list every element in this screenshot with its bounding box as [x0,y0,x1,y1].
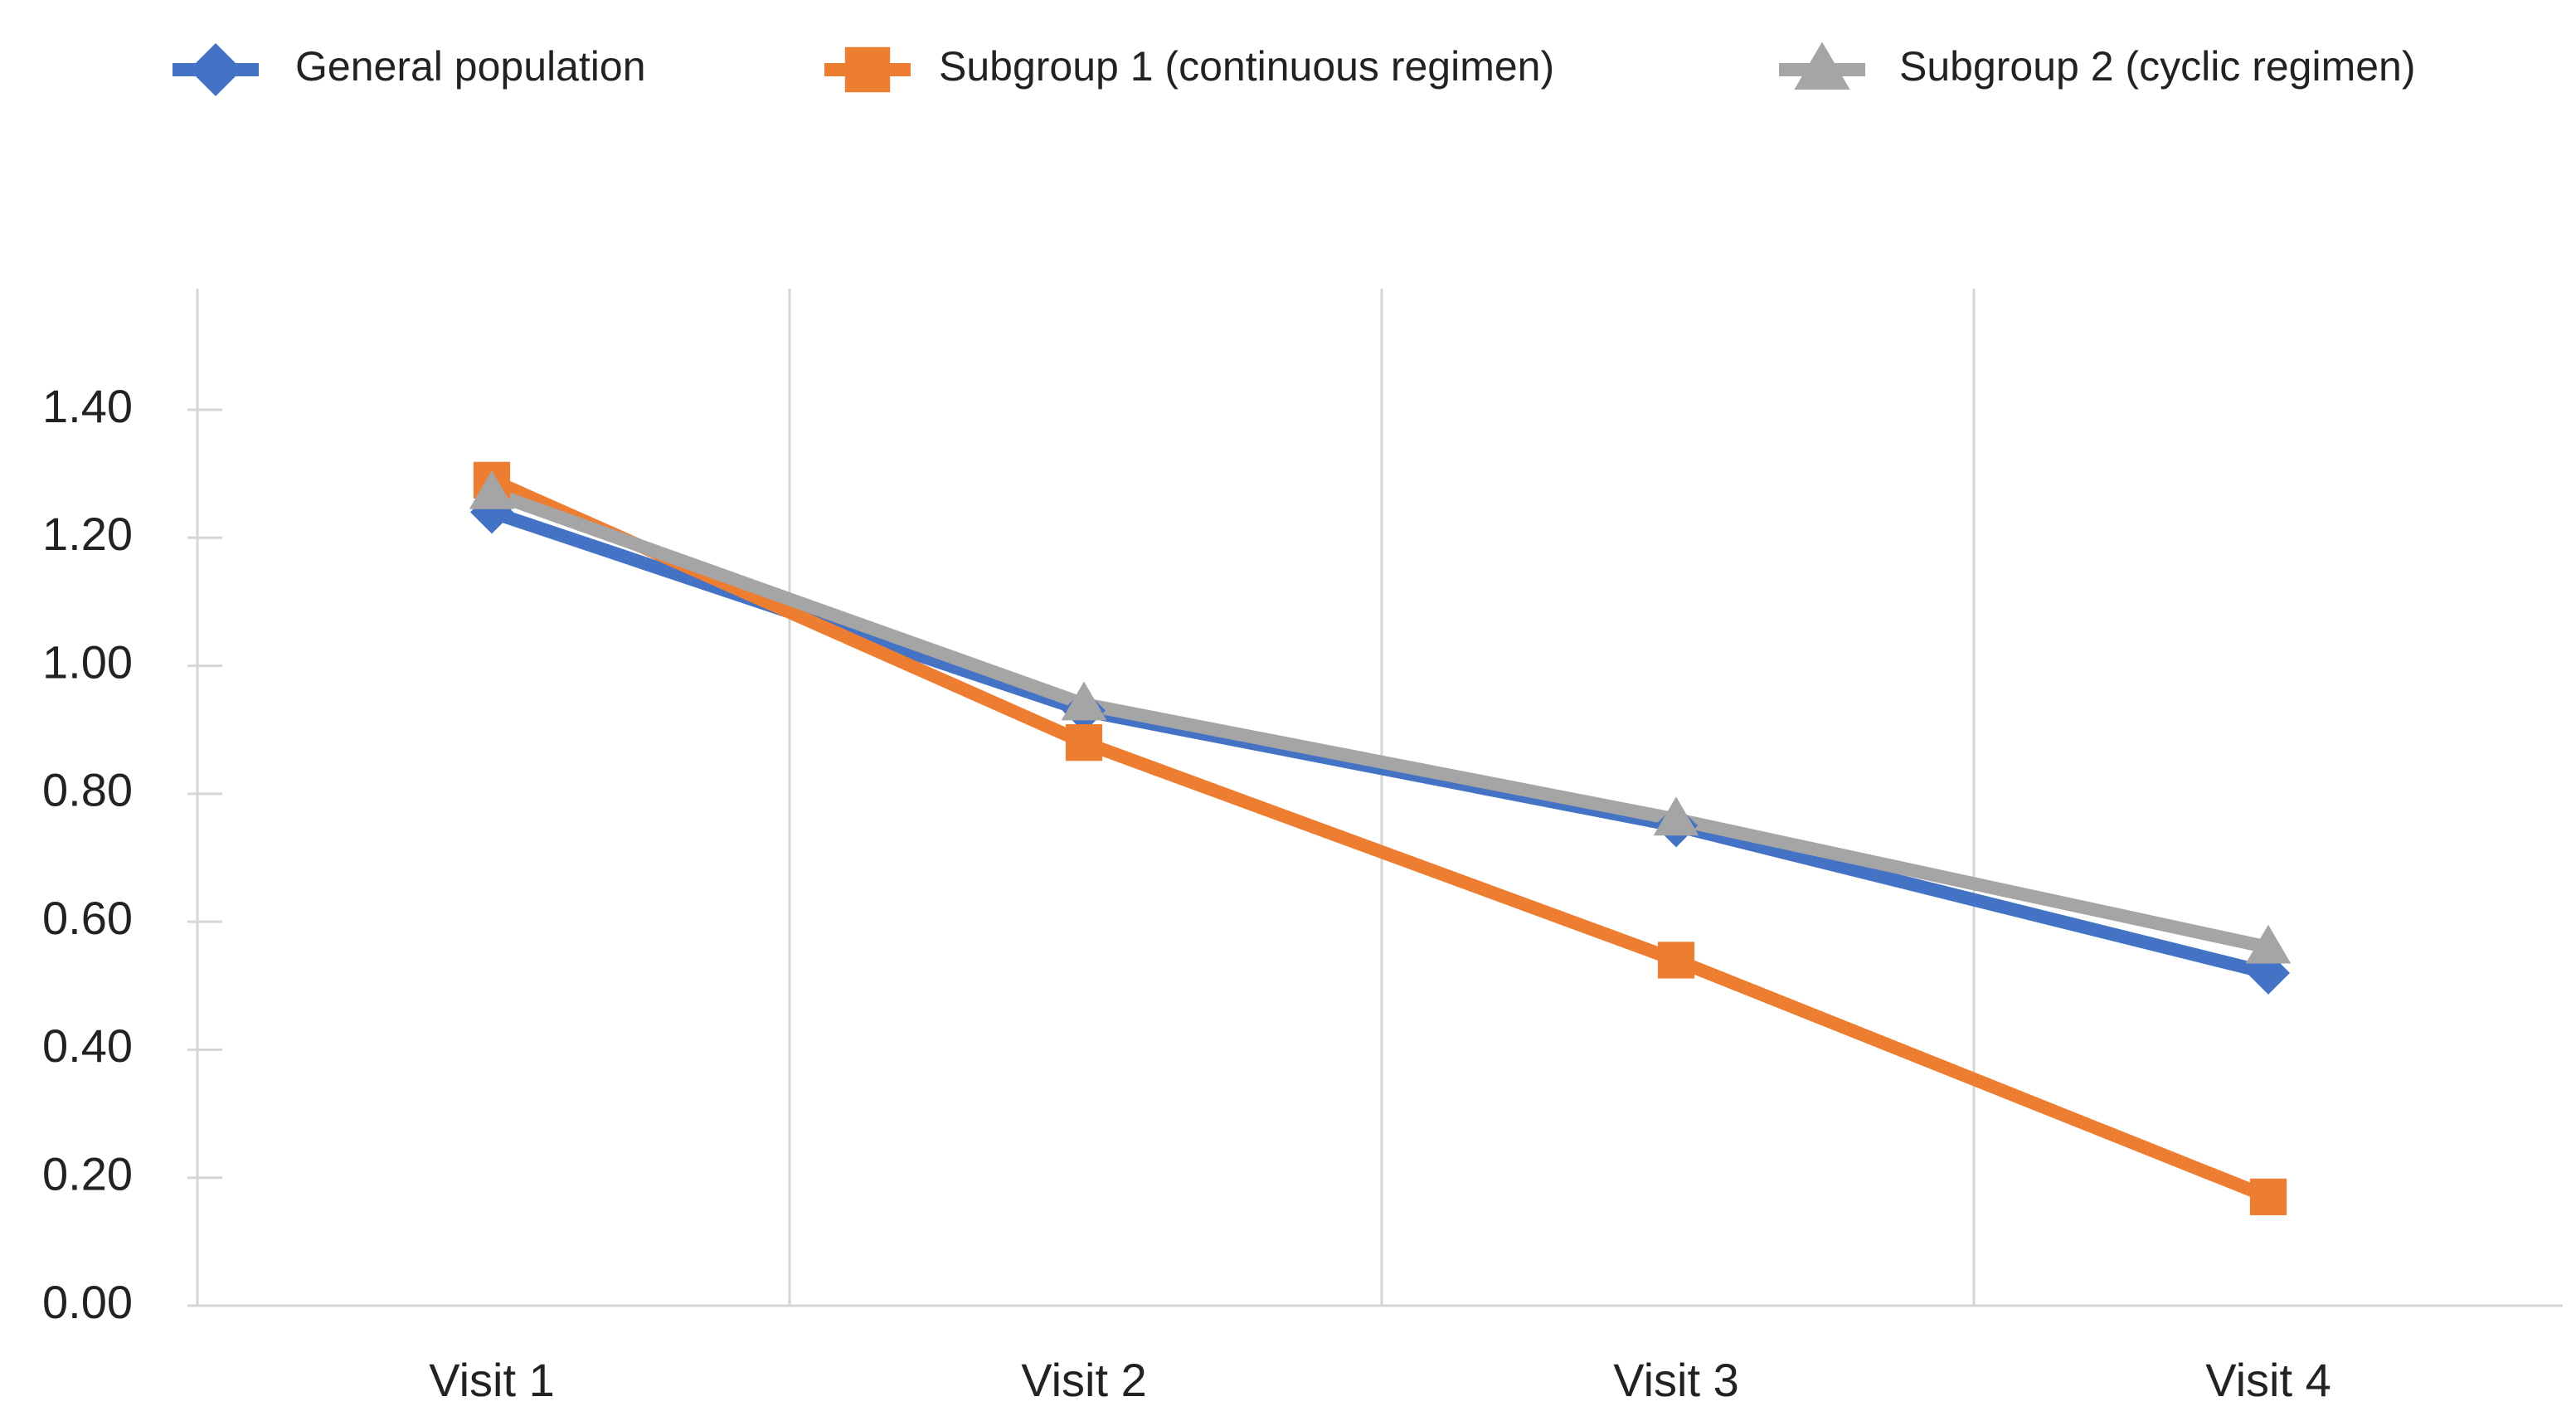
legend-item: Subgroup 1 (continuous regimen) [824,43,1554,93]
legend-item: Subgroup 2 (cyclic regimen) [1779,41,2416,90]
y-tick-label: 0.80 [42,764,133,816]
y-tick-label: 0.60 [42,892,133,944]
x-tick-label: Visit 1 [429,1354,554,1406]
legend-item: General population [173,43,646,96]
legend: General population Subgroup 1 (continuous… [173,41,2416,96]
legend-label: General population [295,43,646,90]
legend-square-icon [844,46,891,93]
legend-label: Subgroup 2 (cyclic regimen) [1899,43,2416,90]
data-point-triangle [2245,924,2292,964]
data-point-triangle [1061,681,1107,721]
x-tick-label: Visit 4 [2205,1354,2331,1406]
y-tick-label: 1.40 [42,380,133,432]
x-axis-tick-labels: Visit 1 Visit 2 Visit 3 Visit 4 [429,1354,2331,1406]
data-point-triangle [469,470,515,509]
data-point-square [1657,942,1695,979]
y-axis-tick-labels: 0.00 0.20 0.40 0.60 0.80 1.00 1.20 1.40 [42,380,222,1328]
y-tick-label: 1.20 [42,508,133,560]
data-point-square [2249,1178,2287,1215]
series-lines [485,473,2275,1204]
y-tick-label: 0.40 [42,1020,133,1072]
x-tick-label: Visit 2 [1021,1354,1146,1406]
data-point-triangle [1653,796,1699,836]
y-tick-label: 0.00 [42,1276,133,1328]
series-line-triangle [485,486,2275,954]
series-markers [469,461,2292,1215]
y-tick-label: 1.00 [42,635,133,688]
legend-label: Subgroup 1 (continuous regimen) [939,43,1554,90]
series-line-square [485,473,2275,1204]
y-tick-label: 0.20 [42,1148,133,1200]
x-tick-label: Visit 3 [1613,1354,1738,1406]
vertical-gridlines [196,289,1976,1306]
legend-triangle-icon [1794,41,1850,90]
legend-diamond-icon [189,43,242,96]
data-point-square [1065,724,1103,762]
